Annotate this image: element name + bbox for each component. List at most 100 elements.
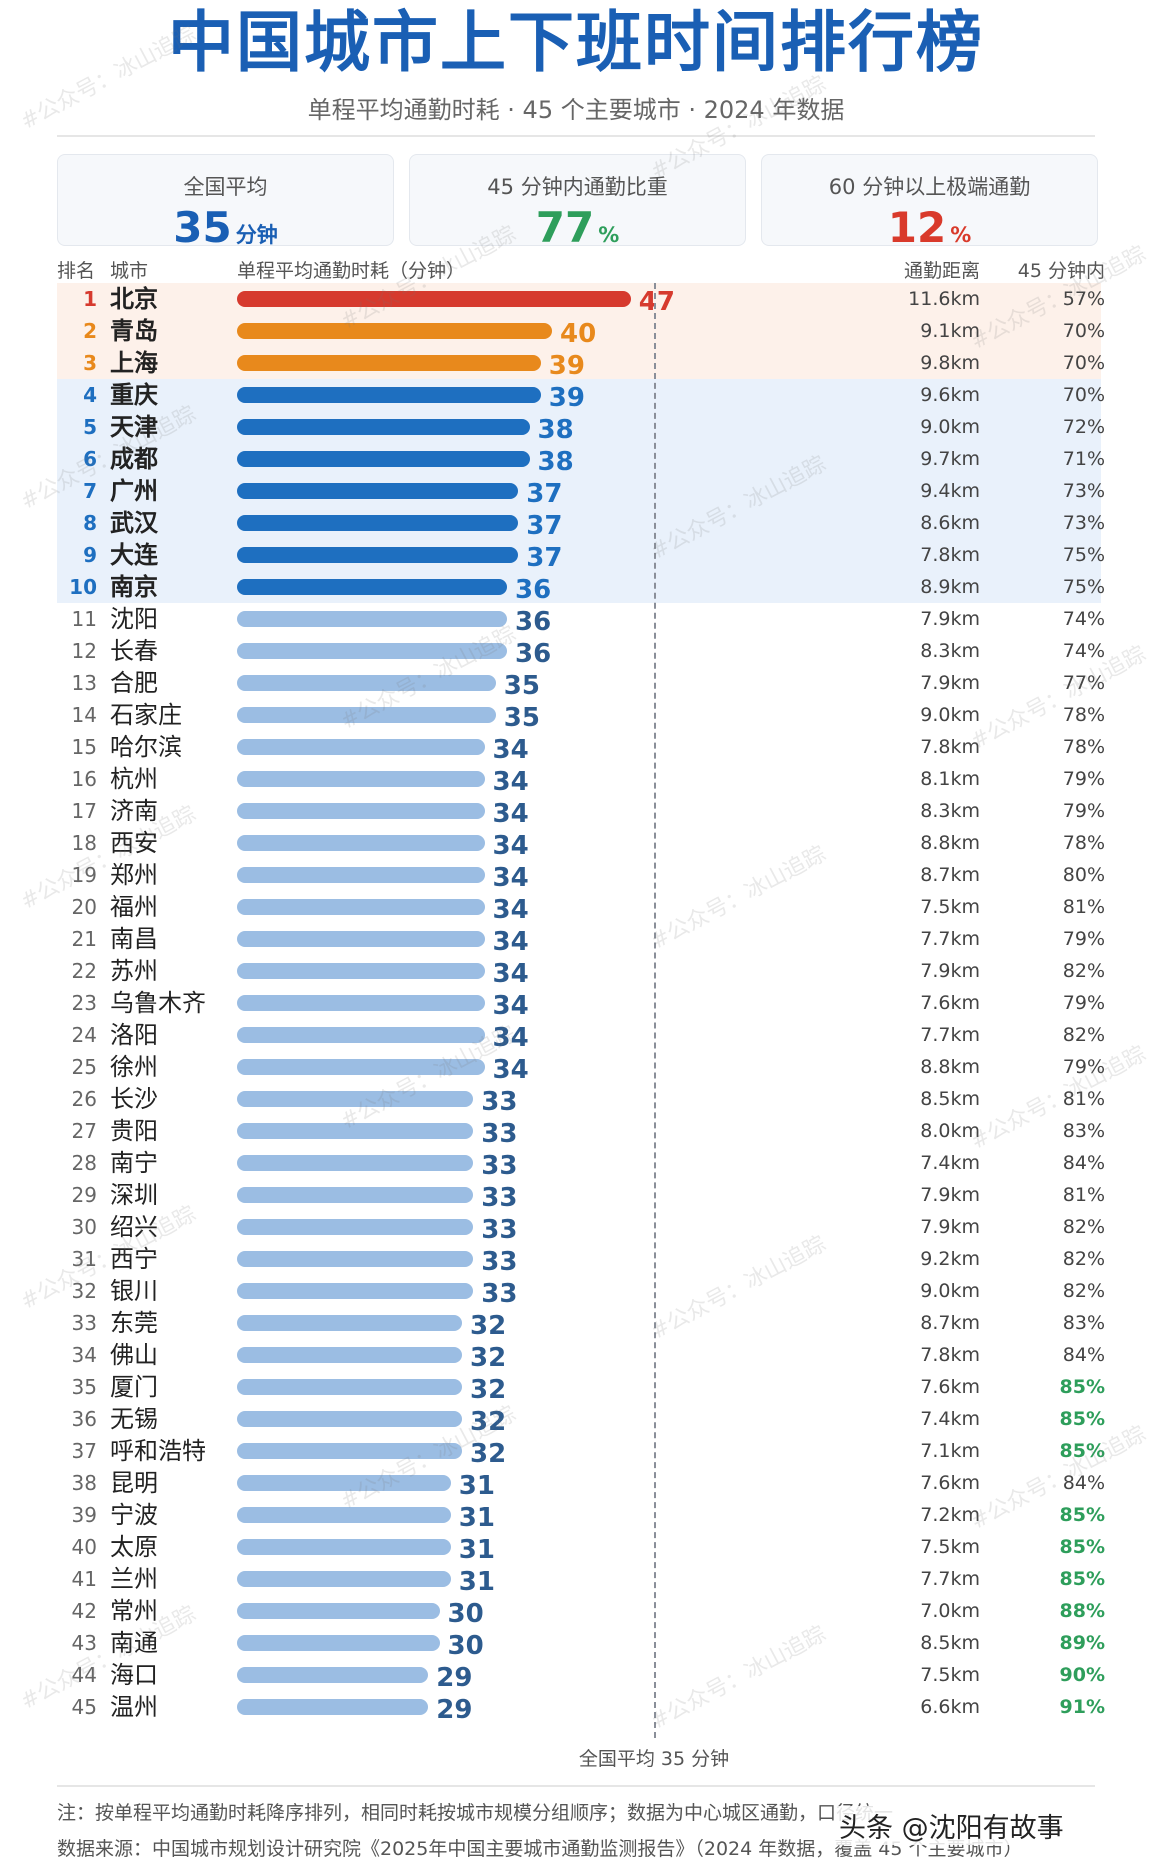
commute-bar — [237, 1283, 474, 1299]
within-45-label: 91% — [1059, 1696, 1105, 1718]
stat-card-within-45: 45 分钟内通勤比重 77% — [409, 154, 746, 252]
distance-label: 8.6km — [920, 512, 980, 534]
within-45-label: 81% — [1062, 1184, 1105, 1206]
rank-label: 17 — [71, 799, 97, 823]
value-label: 38 — [537, 447, 574, 477]
city-label: 洛阳 — [110, 1021, 158, 1049]
city-label: 深圳 — [110, 1181, 158, 1209]
distance-label: 7.4km — [920, 1408, 980, 1430]
city-label: 苏州 — [110, 957, 158, 985]
distance-label: 11.6km — [908, 288, 980, 310]
within-45-label: 84% — [1062, 1472, 1105, 1494]
distance-label: 8.5km — [920, 1632, 980, 1654]
stat-number: 12 — [887, 203, 947, 252]
city-label: 兰州 — [110, 1565, 158, 1593]
rank-label: 8 — [83, 511, 97, 535]
distance-label: 6.6km — [920, 1696, 980, 1718]
within-45-label: 81% — [1062, 896, 1105, 918]
commute-bar — [237, 1539, 451, 1555]
within-45-label: 79% — [1062, 992, 1105, 1014]
distance-label: 8.8km — [920, 832, 980, 854]
within-45-label: 82% — [1062, 1024, 1105, 1046]
commute-bar — [237, 1507, 451, 1523]
stat-value: 12% — [762, 203, 1097, 252]
commute-bar — [237, 547, 519, 563]
commute-bar — [237, 803, 485, 819]
within-45-label: 75% — [1062, 576, 1105, 598]
within-45-label: 78% — [1062, 832, 1105, 854]
city-label: 徐州 — [110, 1053, 158, 1081]
distance-label: 7.0km — [920, 1600, 980, 1622]
distance-label: 7.9km — [920, 672, 980, 694]
stat-label: 全国平均 — [183, 175, 268, 199]
within-45-label: 79% — [1062, 928, 1105, 950]
distance-label: 9.7km — [920, 448, 980, 470]
distance-label: 9.4km — [920, 480, 980, 502]
city-label: 无锡 — [110, 1405, 158, 1433]
header-city: 城市 — [110, 260, 149, 282]
within-45-label: 79% — [1062, 1056, 1105, 1078]
source-note: 数据来源：中国城市规划设计研究院《2025年中国主要城市通勤监测报告》（2024… — [57, 1838, 1023, 1860]
header-distance: 通勤距离 — [903, 260, 980, 282]
within-45-label: 57% — [1062, 288, 1105, 310]
city-label: 佛山 — [110, 1341, 158, 1369]
city-label: 石家庄 — [110, 701, 182, 729]
header-within-45: 45 分钟内 — [1017, 260, 1105, 282]
watermark: #公众号：冰山追踪 — [646, 1621, 831, 1735]
value-label: 35 — [503, 703, 540, 733]
commute-bar — [237, 1315, 462, 1331]
within-45-label: 85% — [1059, 1376, 1105, 1398]
stat-label: 45 分钟内通勤比重 — [487, 175, 668, 199]
within-45-label: 85% — [1059, 1536, 1105, 1558]
commute-bar — [237, 1347, 462, 1363]
rank-label: 7 — [83, 479, 97, 503]
rank-label: 45 — [71, 1695, 97, 1719]
commute-bar — [237, 1251, 474, 1267]
value-label: 30 — [447, 1599, 484, 1629]
distance-label: 7.7km — [920, 928, 980, 950]
distance-label: 9.2km — [920, 1248, 980, 1270]
rank-label: 29 — [71, 1183, 97, 1207]
distance-label: 7.9km — [920, 608, 980, 630]
watermark: #公众号：冰山追踪 — [16, 801, 201, 915]
within-45-label: 84% — [1062, 1152, 1105, 1174]
value-label: 31 — [458, 1567, 495, 1597]
commute-bar — [237, 675, 496, 691]
average-line — [654, 283, 656, 1738]
within-45-label: 79% — [1062, 800, 1105, 822]
rank-label: 23 — [71, 991, 97, 1015]
within-45-label: 77% — [1062, 672, 1105, 694]
city-label: 厦门 — [110, 1373, 158, 1401]
city-label: 昆明 — [110, 1469, 158, 1497]
city-label: 青岛 — [110, 317, 158, 345]
distance-label: 8.7km — [920, 864, 980, 886]
city-label: 沈阳 — [110, 605, 158, 633]
distance-label: 7.2km — [920, 1504, 980, 1526]
value-label: 34 — [492, 799, 529, 829]
rank-label: 27 — [71, 1119, 97, 1143]
distance-label: 7.8km — [920, 736, 980, 758]
city-label: 杭州 — [110, 765, 158, 793]
header-divider — [57, 135, 1095, 137]
within-45-label: 73% — [1062, 480, 1105, 502]
commute-bar — [237, 1123, 474, 1139]
rank-label: 37 — [71, 1439, 97, 1463]
within-45-label: 78% — [1062, 704, 1105, 726]
distance-label: 7.9km — [920, 1216, 980, 1238]
distance-label: 7.9km — [920, 1184, 980, 1206]
within-45-label: 84% — [1062, 1344, 1105, 1366]
value-label: 38 — [537, 415, 574, 445]
distance-label: 9.6km — [920, 384, 980, 406]
rank-label: 2 — [83, 319, 97, 343]
within-45-label: 75% — [1062, 544, 1105, 566]
value-label: 34 — [492, 959, 529, 989]
city-label: 长春 — [110, 637, 158, 665]
value-label: 34 — [492, 991, 529, 1021]
city-label: 南宁 — [110, 1149, 158, 1177]
value-label: 33 — [481, 1183, 518, 1213]
commute-bar — [237, 963, 485, 979]
value-label: 39 — [548, 383, 585, 413]
rank-label: 30 — [71, 1215, 97, 1239]
distance-label: 7.8km — [920, 544, 980, 566]
distance-label: 7.7km — [920, 1568, 980, 1590]
